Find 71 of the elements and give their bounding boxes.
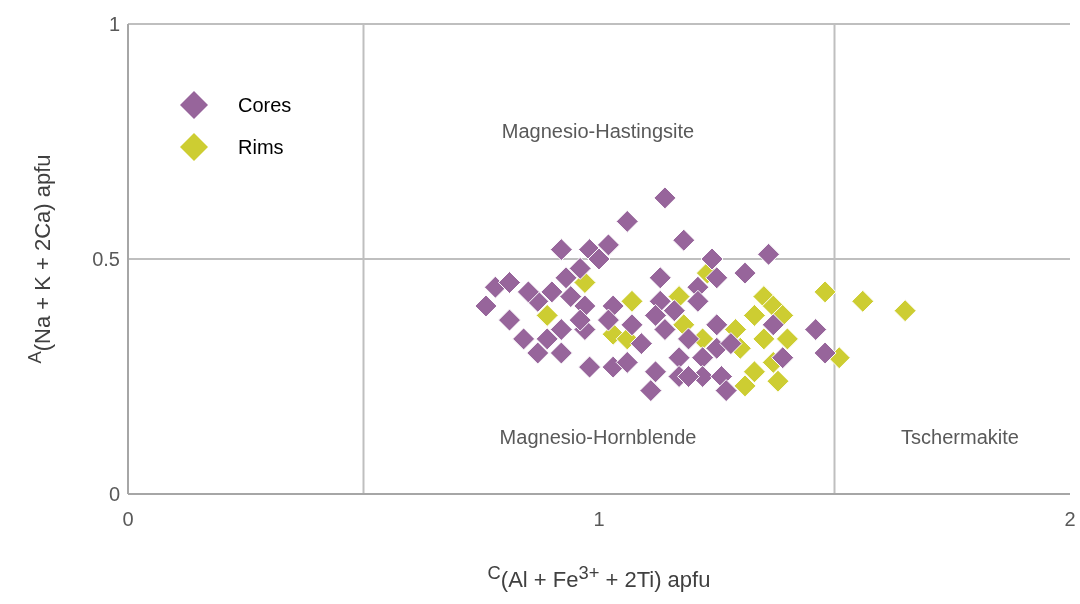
point <box>644 303 668 327</box>
point <box>615 350 639 374</box>
point <box>644 360 668 384</box>
x-tick-label: 2 <box>1064 508 1076 531</box>
point <box>516 280 540 304</box>
point <box>498 308 522 332</box>
point <box>705 313 729 337</box>
point <box>549 341 573 365</box>
y-tick-label: 0.5 <box>92 248 120 271</box>
point <box>587 247 611 271</box>
point <box>526 341 550 365</box>
point <box>554 266 578 290</box>
point <box>733 374 757 398</box>
point <box>653 318 677 341</box>
point <box>578 355 602 379</box>
point <box>775 327 799 351</box>
point <box>752 327 776 351</box>
point <box>893 299 917 323</box>
annotation: Magnesio-Hornblende <box>499 425 697 449</box>
point <box>742 360 766 384</box>
point <box>766 369 790 393</box>
point <box>483 275 507 299</box>
point <box>512 327 536 351</box>
point <box>540 280 564 304</box>
point <box>733 261 757 285</box>
legend-label: Cores <box>238 93 292 117</box>
point <box>639 379 663 403</box>
point <box>568 256 592 280</box>
point <box>813 280 837 304</box>
point <box>691 346 715 370</box>
point <box>568 308 592 332</box>
x-axis-title: $^{C}$(Al + Fe$^{3+}$ + 2Ti) apfu <box>486 562 712 594</box>
point <box>804 318 828 341</box>
point <box>549 238 573 262</box>
point <box>757 242 781 266</box>
point <box>761 313 785 337</box>
point <box>615 209 639 233</box>
point <box>620 313 644 337</box>
annotation: Magnesio-Hastingsite <box>501 119 695 143</box>
point <box>705 266 729 290</box>
point <box>719 332 743 356</box>
point <box>672 228 696 252</box>
point <box>535 303 559 327</box>
point <box>742 303 766 327</box>
point <box>686 289 710 313</box>
point <box>813 341 837 365</box>
point <box>549 318 573 341</box>
point <box>700 247 724 271</box>
point <box>474 294 498 318</box>
y-tick-label: 0 <box>108 483 120 506</box>
point <box>535 327 559 351</box>
y-tick-label: 1 <box>108 13 120 36</box>
point <box>498 271 522 294</box>
point <box>714 379 738 403</box>
point <box>851 289 875 313</box>
point <box>648 266 672 290</box>
point <box>596 308 620 332</box>
point <box>620 289 644 313</box>
point <box>771 346 795 370</box>
point <box>629 332 653 356</box>
point <box>667 346 691 370</box>
annotation: Tschermakite <box>901 425 1019 449</box>
point <box>596 233 620 257</box>
point <box>676 365 700 388</box>
point <box>662 299 686 323</box>
x-tick-label: 0 <box>122 508 134 531</box>
legend-label: Rims <box>238 135 284 159</box>
point <box>653 186 677 210</box>
x-tick-label: 1 <box>593 508 605 531</box>
point <box>559 285 583 309</box>
point <box>676 327 700 351</box>
